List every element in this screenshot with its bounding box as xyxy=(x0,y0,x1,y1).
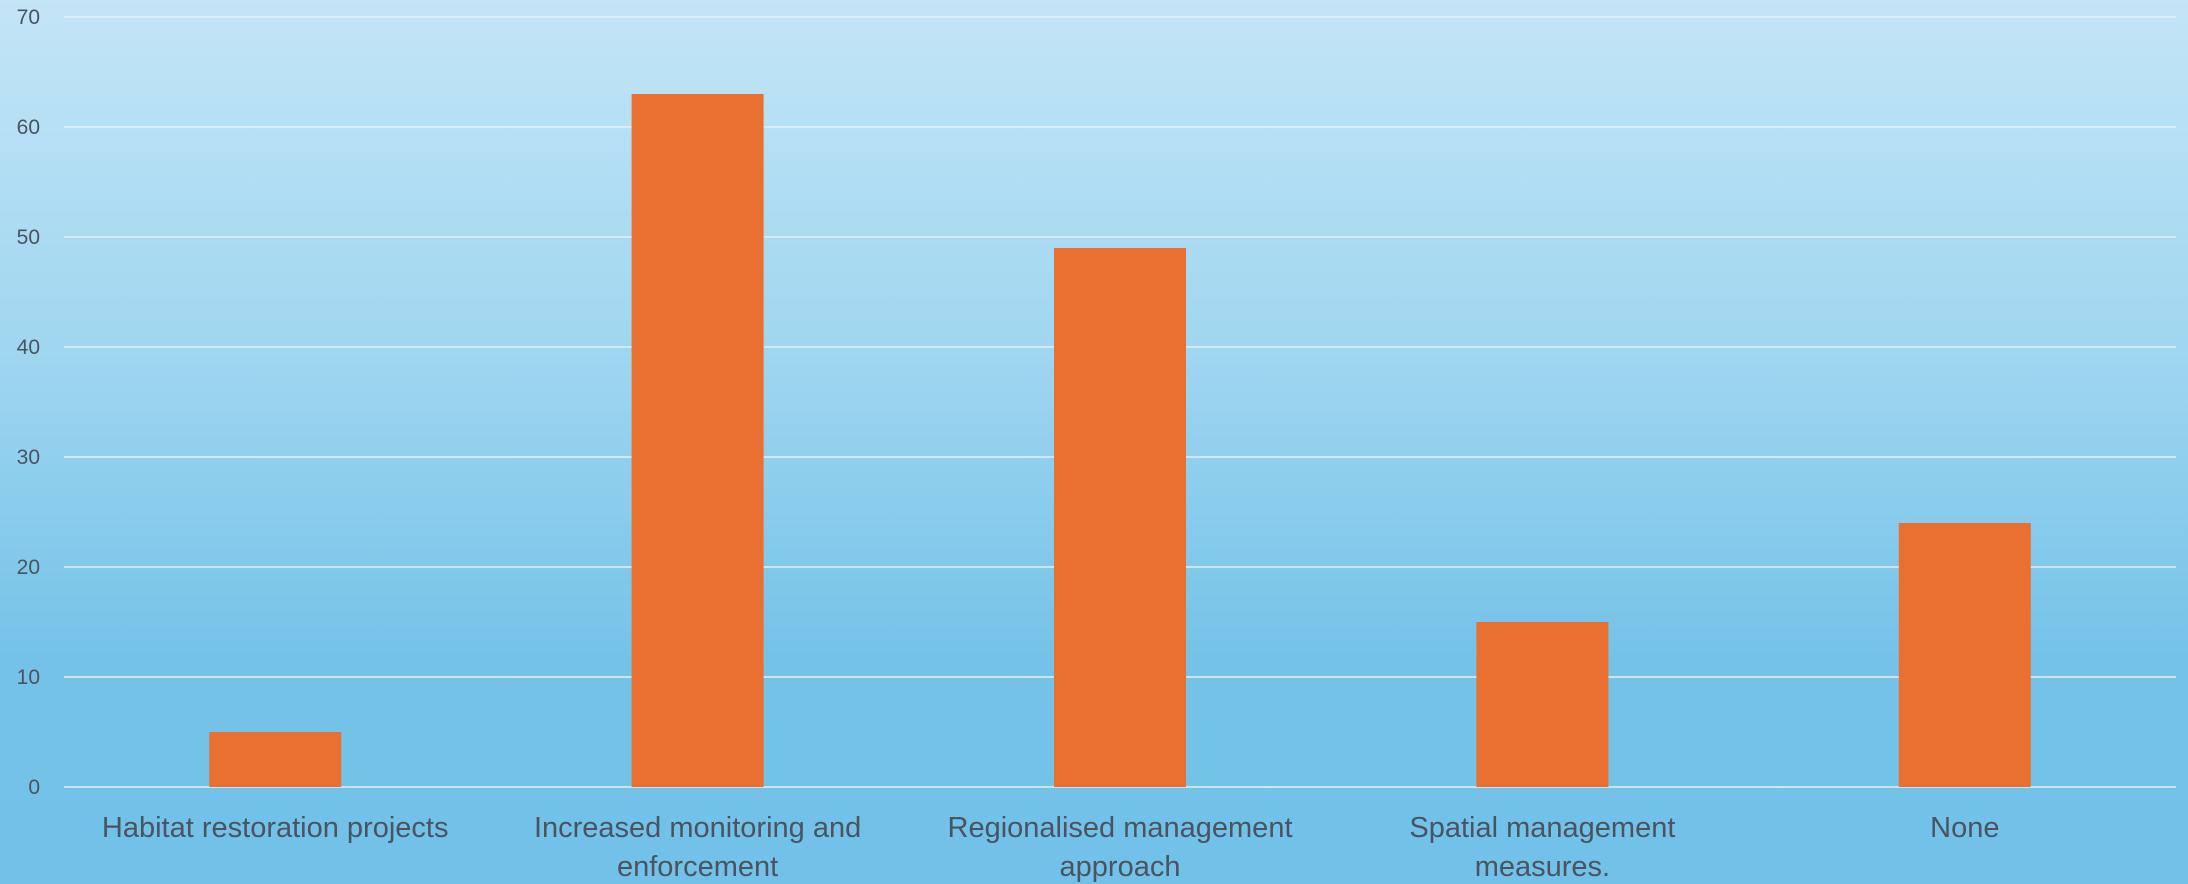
x-category-label-line: enforcement xyxy=(617,851,778,883)
y-tick-label: 40 xyxy=(17,336,40,359)
y-tick-label: 70 xyxy=(17,6,40,29)
x-category-label: Habitat restoration projects xyxy=(102,812,449,844)
x-category-label-line: Regionalised management xyxy=(948,812,1293,844)
bar-4 xyxy=(1476,622,1608,787)
x-category-label-line: approach xyxy=(1060,851,1181,883)
x-category-label-line: Spatial management xyxy=(1409,812,1675,844)
bar-3 xyxy=(1054,248,1186,787)
x-axis-category-labels: Habitat restoration projects Increased mo… xyxy=(102,812,2000,883)
x-category-label-line: measures. xyxy=(1475,851,1610,883)
x-category-label-line: None xyxy=(1930,812,1999,844)
y-tick-label: 20 xyxy=(17,556,40,579)
bar-5 xyxy=(1899,523,2031,787)
y-tick-label: 50 xyxy=(17,226,40,249)
y-tick-label: 0 xyxy=(28,776,40,799)
x-category-label-line: Increased monitoring and xyxy=(534,812,861,844)
x-category-label: Regionalised management approach xyxy=(948,812,1293,883)
x-category-label: Increased monitoring and enforcement xyxy=(534,812,861,883)
y-tick-label: 30 xyxy=(17,446,40,469)
bar-2 xyxy=(632,94,764,787)
y-axis-tick-labels: 0 10 20 30 40 50 60 70 xyxy=(17,6,40,799)
x-category-label: None xyxy=(1930,812,1999,844)
x-category-label: Spatial management measures. xyxy=(1409,812,1675,883)
y-tick-label: 10 xyxy=(17,666,40,689)
y-tick-label: 60 xyxy=(17,116,40,139)
x-category-label-line: Habitat restoration projects xyxy=(102,812,449,844)
bars xyxy=(209,94,2031,787)
bar-1 xyxy=(209,732,341,787)
